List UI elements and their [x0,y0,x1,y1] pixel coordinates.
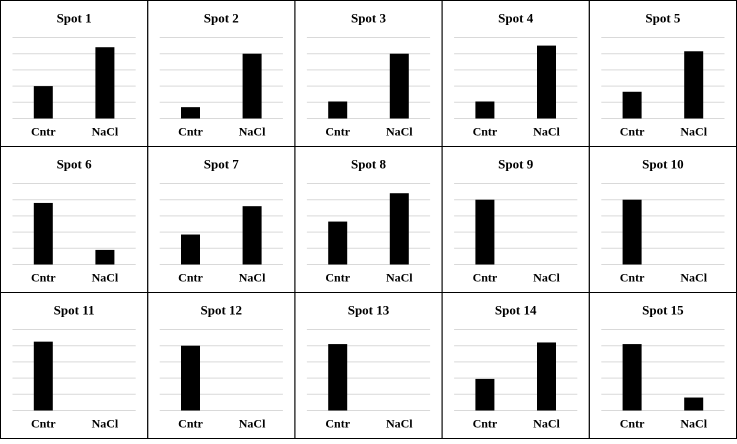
bar-cntr [475,199,495,265]
bar-cntr [475,101,495,119]
bar-cntr [33,202,53,265]
x-tick-label: Cntr [620,271,645,285]
bar-cntr [622,199,642,265]
bar-cntr [181,345,200,411]
bar-cntr [622,344,642,411]
chart-panel: Spot 4 Cntr NaCl [441,0,590,147]
bar-nacl [389,53,409,119]
x-tick-label: Cntr [325,417,350,431]
x-tick-label: NaCl [239,417,266,431]
x-tick-label: NaCl [533,417,560,431]
chart-panel: Spot 14 Cntr NaCl [441,292,590,439]
panel-title: Spot 13 [348,303,390,318]
bar-nacl [684,397,704,411]
panel-title: Spot 5 [645,11,681,26]
x-tick-label: NaCl [533,271,560,285]
x-tick-label: Cntr [325,271,350,285]
bar-cntr [33,341,53,411]
chart-panel: Spot 2 Cntr NaCl [147,0,296,147]
panel-title: Spot 11 [54,303,95,318]
x-tick-label: NaCl [239,125,266,139]
bar-cntr [33,86,53,119]
panel-title: Spot 7 [204,157,240,172]
chart-panel: Spot 6 Cntr NaCl [0,146,149,293]
x-tick-label: Cntr [473,125,498,139]
bar-nacl [389,193,409,265]
chart-panel: Spot 1 Cntr NaCl [0,0,149,147]
x-tick-label: NaCl [680,125,707,139]
panel-title: Spot 6 [57,157,93,172]
chart-panel: Spot 9 Cntr NaCl [441,146,590,293]
x-tick-label: NaCl [680,417,707,431]
chart-panel: Spot 8 Cntr NaCl [294,146,443,293]
chart-panel: Spot 13 Cntr NaCl [294,292,443,439]
x-tick-label: Cntr [178,125,203,139]
x-tick-label: Cntr [473,417,498,431]
x-tick-label: NaCl [386,271,413,285]
bar-nacl [242,206,262,265]
panel-title: Spot 2 [204,11,239,26]
panel-title: Spot 1 [57,11,92,26]
chart-panel: Spot 5 Cntr NaCl [588,0,737,147]
bar-nacl [537,342,556,411]
x-tick-label: Cntr [620,125,645,139]
x-tick-label: Cntr [178,271,203,285]
bar-nacl [95,249,115,265]
chart-panel: Spot 7 Cntr NaCl [147,146,296,293]
x-tick-label: Cntr [31,125,56,139]
x-tick-label: NaCl [239,271,266,285]
bar-cntr [181,234,200,265]
x-tick-label: NaCl [386,417,413,431]
chart-panel: Spot 3 Cntr NaCl [294,0,443,147]
chart-panel: Spot 11 Cntr NaCl [0,292,149,439]
bar-cntr [475,378,495,411]
x-tick-label: NaCl [92,271,119,285]
x-tick-label: NaCl [386,125,413,139]
bar-cntr [328,101,348,119]
chart-panel: Spot 12 Cntr NaCl [147,292,296,439]
panel-title: Spot 15 [642,303,684,318]
x-tick-label: Cntr [178,417,203,431]
panel-title: Spot 10 [642,157,684,172]
bar-nacl [95,47,115,119]
x-tick-label: Cntr [620,417,645,431]
x-tick-label: NaCl [92,417,119,431]
chart-panel: Spot 15 Cntr NaCl [588,292,737,439]
bar-nacl [242,53,262,119]
x-tick-label: Cntr [31,417,56,431]
x-tick-label: NaCl [533,125,560,139]
x-tick-label: Cntr [325,125,350,139]
x-tick-label: NaCl [92,125,119,139]
bar-cntr [328,344,348,411]
panel-title: Spot 8 [351,157,387,172]
x-tick-label: Cntr [473,271,498,285]
panel-title: Spot 9 [498,157,534,172]
bar-cntr [622,91,642,119]
bar-cntr [328,221,348,265]
panel-title: Spot 12 [201,303,243,318]
chart-panel: Spot 10 Cntr NaCl [588,146,737,293]
x-tick-label: Cntr [31,271,56,285]
panel-title: Spot 4 [498,11,534,26]
x-tick-label: NaCl [680,271,707,285]
panel-title: Spot 14 [495,303,537,318]
bar-nacl [537,45,556,119]
bar-nacl [684,51,704,119]
bar-cntr [181,107,200,119]
panel-title: Spot 3 [351,11,387,26]
